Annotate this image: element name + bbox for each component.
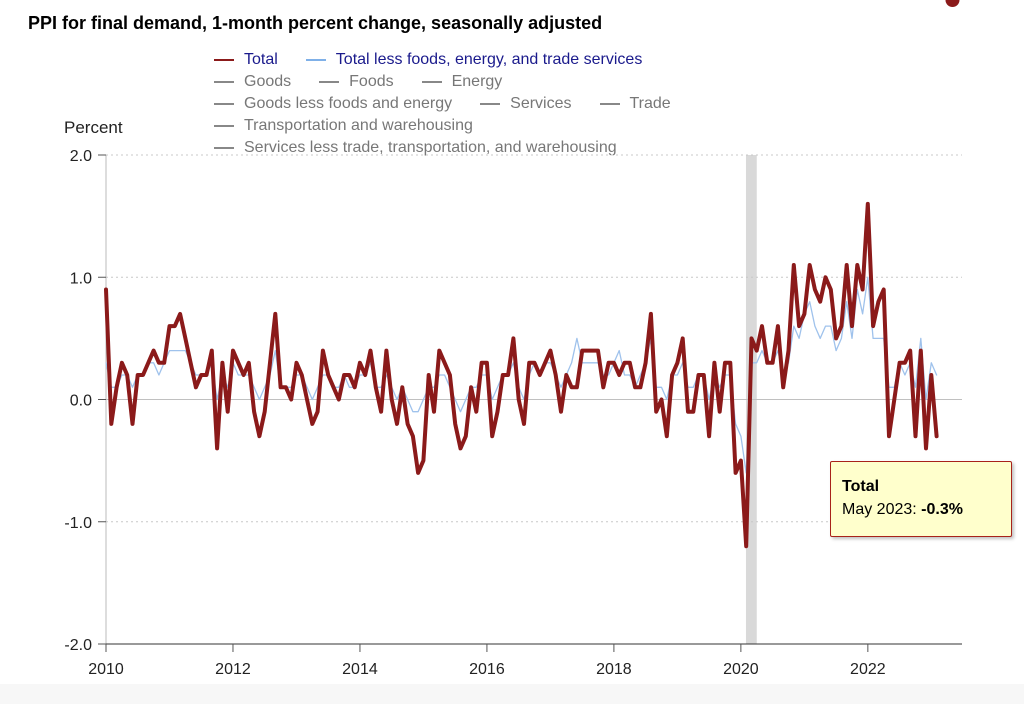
legend-swatch [214, 59, 234, 61]
y-axis-title: Percent [64, 118, 123, 137]
legend-label: Goods [244, 73, 292, 90]
chart-legend: Total Total less foods, energy, and trade… [214, 49, 774, 157]
legend-swatch [214, 147, 234, 149]
legend-item-energy[interactable]: Energy [421, 71, 503, 93]
legend-swatch [214, 103, 234, 105]
legend-label: Total [244, 51, 278, 68]
legend-row: Transportation and warehousing [214, 115, 774, 137]
highlight-point [945, 0, 960, 7]
legend-item-services-less[interactable]: Services less trade, transportation, and… [214, 137, 617, 159]
legend-row: Total Total less foods, energy, and trade… [214, 49, 774, 71]
x-tick-label: 2014 [342, 661, 378, 678]
legend-item-trade[interactable]: Trade [599, 93, 671, 115]
y-tick-label: -2.0 [64, 637, 92, 654]
tooltip-date: May 2023: [842, 501, 917, 518]
legend-label: Goods less foods and energy [244, 95, 453, 112]
legend-label: Total less foods, energy, and trade serv… [335, 51, 643, 68]
legend-swatch [305, 59, 326, 61]
legend-item-foods[interactable]: Foods [319, 71, 394, 93]
y-tick-label: -1.0 [64, 515, 92, 532]
legend-swatch [214, 81, 234, 83]
legend-swatch [480, 103, 501, 105]
legend-item-total-less[interactable]: Total less foods, energy, and trade serv… [305, 49, 643, 71]
legend-label: Trade [629, 95, 671, 112]
legend-label: Transportation and warehousing [244, 117, 473, 134]
tooltip-value-line: May 2023: -0.3% [842, 498, 1011, 522]
legend-label: Foods [349, 73, 394, 90]
footer-band [0, 684, 1024, 704]
x-tick-label: 2022 [850, 661, 886, 678]
x-tick-label: 2012 [215, 661, 251, 678]
legend-swatch [421, 81, 442, 83]
legend-item-transport[interactable]: Transportation and warehousing [214, 115, 473, 137]
legend-swatch [599, 103, 620, 105]
tooltip-series-name: Total [842, 478, 880, 495]
legend-label: Services [510, 95, 572, 112]
legend-row: Goods less foods and energy Services Trade [214, 93, 774, 115]
chart-title: PPI for final demand, 1-month percent ch… [28, 13, 603, 33]
tooltip-value: -0.3% [921, 501, 963, 518]
legend-label: Services less trade, transportation, and… [244, 139, 617, 156]
x-tick-label: 2010 [88, 661, 124, 678]
legend-item-total[interactable]: Total [214, 49, 278, 71]
data-tooltip: Total May 2023: -0.3% [830, 461, 1012, 537]
legend-swatch [214, 125, 234, 127]
series-line-total [104, 201, 939, 549]
x-tick-label: 2018 [596, 661, 632, 678]
legend-row: Services less trade, transportation, and… [214, 137, 774, 159]
legend-item-goods[interactable]: Goods [214, 71, 291, 93]
legend-row: Goods Foods Energy [214, 71, 774, 93]
x-tick-label: 2020 [723, 661, 759, 678]
legend-item-services[interactable]: Services [480, 93, 572, 115]
legend-label: Energy [451, 73, 503, 90]
legend-item-goods-less[interactable]: Goods less foods and energy [214, 93, 452, 115]
y-tick-label: 0.0 [70, 393, 92, 410]
y-tick-label: 2.0 [70, 148, 92, 165]
legend-swatch [319, 81, 340, 83]
x-tick-label: 2016 [469, 661, 505, 678]
y-tick-label: 1.0 [70, 270, 92, 287]
